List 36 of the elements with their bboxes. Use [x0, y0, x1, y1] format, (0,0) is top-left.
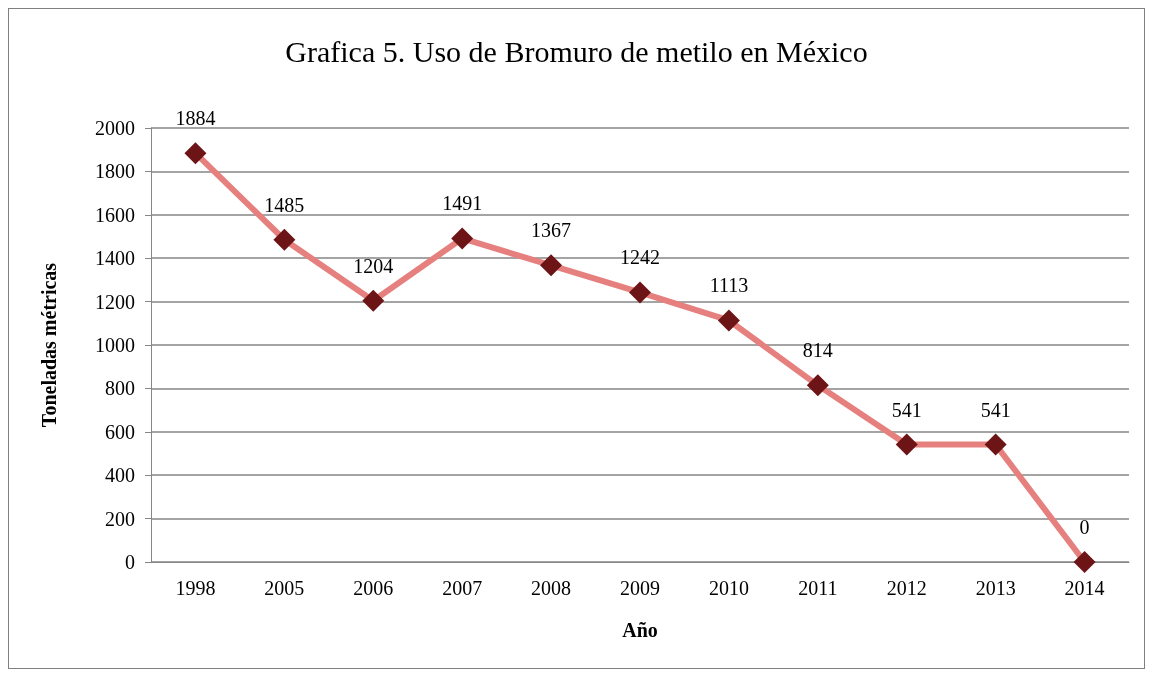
x-tick-label: 2011 [798, 577, 838, 599]
x-tick-label: 2009 [620, 577, 660, 599]
data-label: 1884 [175, 107, 216, 130]
y-tick-label: 600 [105, 420, 135, 443]
data-label: 1242 [620, 246, 660, 269]
x-tick-label: 2007 [442, 577, 483, 599]
data-label: 1204 [353, 254, 394, 277]
data-label: 541 [980, 398, 1011, 421]
x-tick-label: 2012 [886, 577, 927, 599]
x-tick-label: 2010 [708, 577, 749, 599]
x-tick-label: 2008 [531, 577, 572, 599]
data-label: 0 [1079, 516, 1090, 538]
x-tick-label: 2005 [264, 577, 305, 599]
y-tick-label: 800 [105, 377, 135, 400]
chart-title: Grafica 5. Uso de Bromuro de metilo en México [285, 34, 868, 68]
x-tick-label: 2006 [353, 577, 394, 599]
y-tick-label: 400 [105, 464, 135, 487]
x-tick-label: 2014 [1064, 577, 1105, 599]
x-axis-title: Año [622, 619, 658, 641]
y-tick-label: 200 [105, 507, 135, 530]
y-tick-label: 0 [125, 551, 135, 573]
data-label: 1491 [442, 192, 483, 215]
y-axis-title: Toneladas métricas [38, 262, 60, 428]
data-label: 1113 [709, 274, 749, 297]
y-tick-label: 2000 [95, 117, 135, 139]
y-tick-label: 1800 [95, 160, 135, 183]
data-label: 1485 [264, 193, 305, 216]
x-tick-label: 2013 [975, 577, 1016, 599]
data-label: 814 [802, 339, 833, 362]
data-label: 541 [891, 398, 922, 421]
y-tick-label: 1200 [95, 290, 135, 313]
x-tick-label: 1998 [175, 577, 216, 599]
y-tick-label: 1600 [95, 203, 135, 226]
y-tick-label: 1000 [95, 334, 135, 356]
data-label: 1367 [531, 219, 572, 242]
y-tick-label: 1400 [95, 247, 135, 270]
